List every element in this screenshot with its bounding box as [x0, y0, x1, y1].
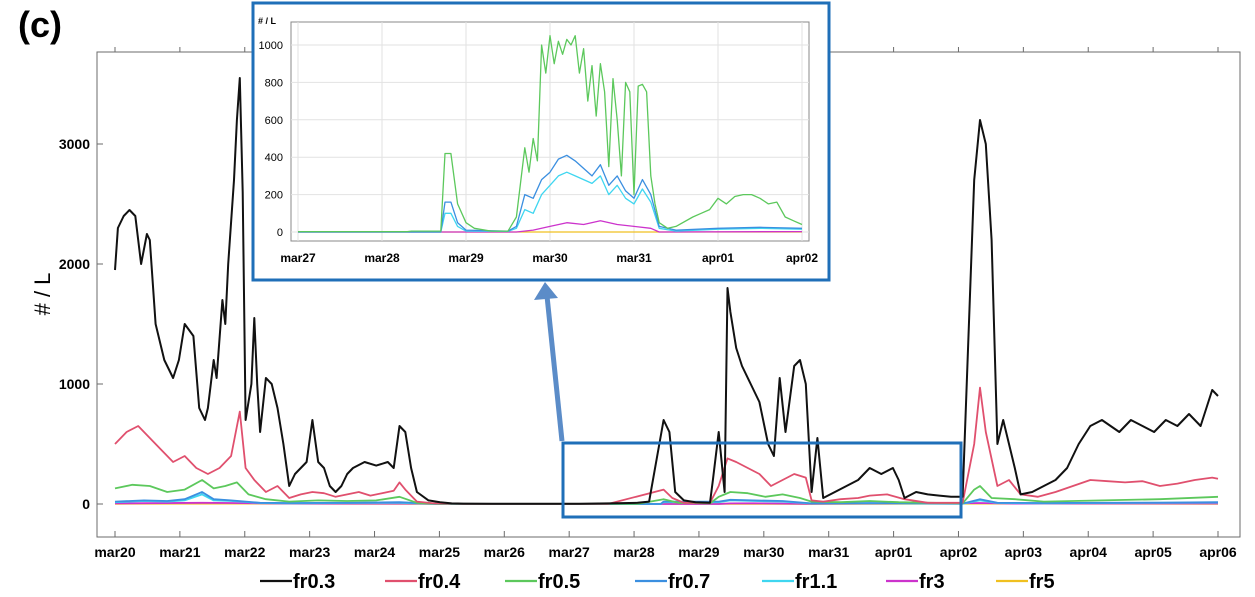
x-tick-label: mar22: [224, 544, 265, 560]
series-line-fr3: [114, 501, 1219, 505]
inset-x-tick-label: mar30: [532, 251, 568, 265]
legend: fr0.3 fr0.4 fr0.5 fr0.7 fr1.1 fr3 fr5: [260, 571, 1055, 593]
y-tick-label: 3000: [59, 136, 90, 152]
inset-series-line-fr3: [298, 220, 803, 233]
x-tick-label: mar25: [419, 544, 460, 560]
inset-series-line-fr1.1: [298, 171, 803, 233]
inset-x-tick-label: mar29: [448, 251, 484, 265]
y-tick-label: 2000: [59, 256, 90, 272]
legend-label-fr0.4: fr0.4: [418, 571, 461, 593]
inset-y-tick-label: 1000: [259, 40, 283, 52]
x-tick-label: mar26: [484, 544, 525, 560]
x-tick-label: mar21: [159, 544, 200, 560]
x-tick-label: apr05: [1134, 544, 1172, 560]
legend-label-fr1.1: fr1.1: [795, 571, 837, 593]
inset-y-tick-label: 800: [265, 77, 283, 89]
x-tick-label: mar30: [743, 544, 784, 560]
x-tick-label: mar23: [289, 544, 330, 560]
panel-label: (c): [18, 4, 62, 45]
inset-y-tick-label: 400: [265, 152, 283, 164]
zoom-arrow: [544, 295, 565, 442]
inset-series-line-fr0.5: [298, 35, 803, 233]
x-tick-label: apr02: [940, 544, 978, 560]
legend-label-fr5: fr5: [1029, 571, 1055, 593]
x-tick-label: apr03: [1005, 544, 1043, 560]
x-tick-label: apr04: [1070, 544, 1108, 560]
inset-x-tick-label: apr01: [702, 251, 734, 265]
main-ticks: mar20 mar21 mar22 mar23 mar24 mar25 mar26 mar27…: [59, 47, 1237, 560]
main-series-lines: [114, 77, 1219, 505]
series-line-fr0.5: [114, 479, 1219, 505]
series-line-fr0.4: [114, 386, 1219, 505]
inset-x-tick-label: mar28: [364, 251, 400, 265]
x-tick-label: mar24: [354, 544, 395, 560]
y-axis-title: # / L: [30, 273, 55, 316]
inset-series-line-fr0.7: [298, 154, 803, 233]
x-tick-label: mar28: [613, 544, 654, 560]
inset-ticks: 0 200 400 600 800 1000 mar27 mar28 mar29 mar30 mar…: [259, 40, 819, 265]
inset-series-lines: [298, 35, 803, 233]
x-tick-label: apr06: [1199, 544, 1237, 560]
x-tick-label: mar20: [94, 544, 135, 560]
inset-x-tick-label: mar27: [280, 251, 316, 265]
legend-label-fr0.7: fr0.7: [668, 571, 710, 593]
legend-label-fr3: fr3: [919, 571, 945, 593]
legend-label-fr0.5: fr0.5: [538, 571, 580, 593]
legend-label-fr0.3: fr0.3: [293, 571, 335, 593]
x-tick-label: mar31: [808, 544, 849, 560]
inset-x-tick-label: apr02: [786, 251, 818, 265]
inset-x-tick-label: mar31: [616, 251, 652, 265]
y-tick-label: 0: [82, 496, 90, 512]
x-tick-label: mar29: [678, 544, 719, 560]
inset-y-axis-title: # / L: [258, 16, 277, 26]
inset-y-tick-label: 200: [265, 190, 283, 202]
inset-y-tick-label: 600: [265, 115, 283, 127]
series-line-fr0.7: [114, 491, 1219, 505]
highlight-box: [561, 441, 963, 519]
x-tick-label: apr01: [875, 544, 913, 560]
x-tick-label: mar27: [549, 544, 590, 560]
y-tick-label: 1000: [59, 376, 90, 392]
inset-y-tick-label: 0: [277, 227, 283, 239]
arrow-head: [534, 282, 558, 300]
series-line-fr0.3: [114, 77, 1219, 505]
